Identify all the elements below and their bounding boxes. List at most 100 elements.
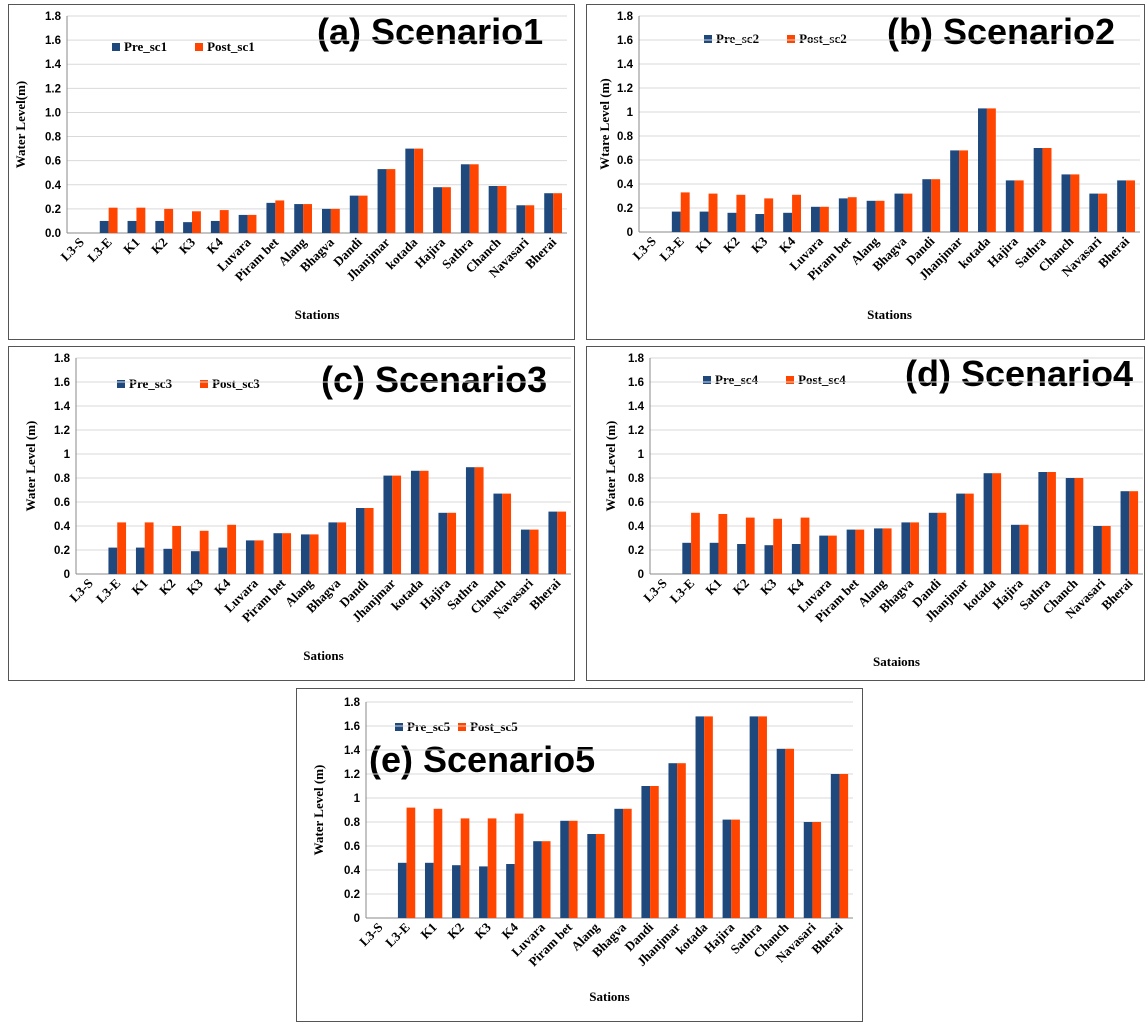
y-tick-label: 0.8 bbox=[628, 473, 645, 485]
bar-post-bherai bbox=[1129, 491, 1139, 574]
bar-pre-piram-bet bbox=[560, 820, 569, 918]
x-axis-title: Sations bbox=[589, 989, 629, 1004]
y-tick-label: 1.4 bbox=[45, 59, 62, 71]
x-tick-label: L3-E bbox=[84, 235, 115, 266]
bar-pre-sathra bbox=[1038, 472, 1048, 574]
bar-post-l3-e bbox=[406, 807, 416, 918]
bar-pre-k4 bbox=[210, 220, 220, 233]
bar-pre-bhagva bbox=[614, 808, 624, 918]
bar-pre-kotada bbox=[405, 148, 415, 233]
y-tick-label: 1.6 bbox=[344, 721, 360, 733]
legend-swatch-pre bbox=[395, 723, 403, 731]
bar-post-luvara bbox=[828, 535, 837, 574]
bar-pre-k4 bbox=[783, 212, 793, 232]
bar-post-k2 bbox=[736, 194, 746, 232]
bar-pre-navasari bbox=[520, 529, 530, 574]
bar-pre-k1 bbox=[135, 547, 145, 574]
x-tick-label: K2 bbox=[720, 234, 742, 256]
bar-pre-k3 bbox=[755, 214, 765, 232]
bar-post-sathra bbox=[474, 467, 484, 574]
bar-post-hajira bbox=[1019, 524, 1029, 574]
bar-post-dandi bbox=[931, 179, 941, 232]
bar-pre-alang bbox=[874, 528, 883, 574]
bar-pre-bherai bbox=[544, 193, 554, 233]
bar-pre-l3-e bbox=[397, 862, 407, 918]
bar-pre-k2 bbox=[737, 544, 746, 574]
bar-post-alang bbox=[303, 204, 312, 233]
y-tick-label: 0.8 bbox=[54, 473, 71, 485]
bar-pre-bhagva bbox=[322, 208, 331, 233]
bar-pre-luvara bbox=[238, 214, 248, 233]
bar-pre-jhanjmar bbox=[956, 493, 965, 574]
bar-pre-luvara bbox=[245, 540, 255, 574]
bar-post-bherai bbox=[553, 193, 562, 233]
bar-pre-piram-bet bbox=[266, 202, 276, 233]
chart-panel-scenario2: (b) Scenario2 Pre_sc2 Post_sc2 0 0.2 0.4 0.… bbox=[586, 4, 1145, 340]
bar-pre-k1 bbox=[424, 862, 434, 918]
x-tick-label: K3 bbox=[184, 575, 207, 598]
x-tick-label: K1 bbox=[692, 234, 714, 256]
y-tick-label: 0.2 bbox=[45, 204, 61, 216]
bar-pre-sathra bbox=[465, 467, 475, 574]
bar-post-jhanjmar bbox=[392, 475, 402, 574]
bar-post-navasari bbox=[1101, 526, 1111, 574]
x-tick-label: K3 bbox=[176, 234, 199, 257]
bar-pre-alang bbox=[866, 200, 876, 232]
chart-svg: 0.0 0.2 0.4 0.6 0.8 1.0 1.2 1.4 1.6 1.8 L3-SL3-E K1… bbox=[13, 11, 567, 322]
bar-post-dandi bbox=[937, 512, 947, 574]
y-axis-title: Water Level (m) bbox=[603, 421, 618, 512]
bar-pre-hajira bbox=[433, 187, 442, 233]
bar-post-alang bbox=[309, 534, 319, 574]
chart-svg: 0 0.2 0.4 0.6 0.8 1 1.2 1.4 1.6 1.8 L3-SL3-E K1 K2 K3… bbox=[597, 11, 1140, 322]
bar-post-alang bbox=[875, 200, 885, 232]
y-tick-label: 1.6 bbox=[45, 35, 61, 47]
y-tick-label: 1 bbox=[638, 449, 645, 461]
x-tick-label: L3-E bbox=[382, 920, 413, 951]
y-tick-label: 1.8 bbox=[617, 11, 634, 23]
bar-post-k1 bbox=[144, 522, 154, 574]
bar-post-hajira bbox=[1014, 180, 1024, 232]
bar-post-hajira bbox=[442, 187, 451, 233]
y-tick-label: 1 bbox=[64, 449, 71, 461]
bar-pre-chanch bbox=[1065, 478, 1075, 574]
bar-pre-jhanjmar bbox=[383, 475, 393, 574]
bar-post-piram-bet bbox=[282, 533, 292, 574]
x-tick-label: Bherai bbox=[1098, 575, 1135, 612]
bar-pre-sathra bbox=[749, 716, 759, 918]
bar-pre-jhanjmar bbox=[668, 763, 678, 918]
bar-post-k2 bbox=[172, 526, 182, 574]
bar-pre-bherai bbox=[1120, 491, 1130, 574]
x-axis-title: Stations bbox=[295, 307, 340, 322]
bar-pre-chanch bbox=[493, 493, 503, 574]
bar-post-k4 bbox=[219, 210, 229, 233]
y-tick-label: 1.0 bbox=[45, 107, 61, 119]
y-tick-label: 0 bbox=[64, 569, 70, 581]
legend-label-post: Post_sc1 bbox=[207, 39, 255, 54]
legend: Pre_sc3 Post_sc3 bbox=[117, 376, 288, 392]
legend: Pre_sc4 Post_sc4 bbox=[703, 372, 874, 388]
x-tick-label: kotada bbox=[961, 575, 999, 613]
bar-pre-l3-e bbox=[99, 220, 109, 233]
bar-pre-navasari bbox=[516, 205, 526, 233]
legend-label-post: Post_sc3 bbox=[212, 376, 260, 391]
x-axis-title: Sations bbox=[303, 648, 343, 663]
y-axis-title: Water Level (m) bbox=[23, 421, 38, 512]
y-axis-title: Water Level (m) bbox=[311, 765, 326, 856]
legend-label-pre: Pre_sc1 bbox=[124, 39, 168, 54]
bar-post-k1 bbox=[136, 207, 146, 233]
bar-post-k2 bbox=[745, 517, 755, 574]
legend-item-post: Post_sc1 bbox=[195, 39, 255, 55]
bar-pre-hajira bbox=[722, 819, 732, 918]
bar-post-piram-bet bbox=[855, 529, 865, 574]
bar-post-sathra bbox=[1047, 472, 1056, 574]
bar-post-bherai bbox=[1126, 180, 1135, 232]
x-tick-label: Bherai bbox=[1095, 233, 1132, 270]
bar-post-k2 bbox=[164, 208, 174, 233]
bar-post-jhanjmar bbox=[677, 763, 686, 918]
bar-pre-k1 bbox=[127, 220, 137, 233]
bar-post-kotada bbox=[414, 148, 424, 233]
bar-post-dandi bbox=[650, 786, 659, 918]
x-tick-label: L3-S bbox=[57, 235, 87, 265]
chart-panel-scenario5: (e) Scenario5 Pre_sc5 Post_sc5 0 0.2 0.4 0.… bbox=[296, 688, 863, 1022]
y-tick-label: 1.6 bbox=[617, 35, 633, 47]
